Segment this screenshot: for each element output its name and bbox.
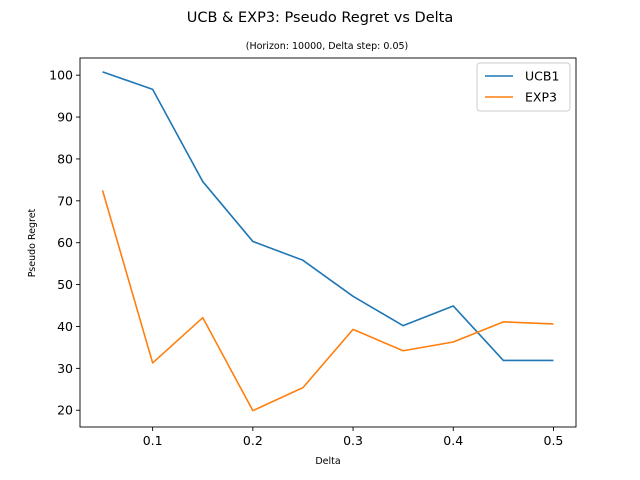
- legend-box: [476, 62, 571, 112]
- series-line-exp3: [101, 190, 554, 412]
- x-tick-label: 0.4: [443, 433, 463, 448]
- plot-area: 0.1 0.2 0.3 0.4 0.5 20 30 40 50 60 70 80 90 100 UCB1 EX…: [49, 57, 577, 448]
- y-axis-label: Pseudo Regret: [27, 208, 38, 277]
- chart-subtitle: (Horizon: 10000, Delta step: 0.05): [246, 41, 409, 52]
- y-tick-label: 90: [57, 110, 73, 125]
- y-tick-label: 80: [57, 151, 73, 166]
- x-tick-label: 0.1: [143, 433, 163, 448]
- x-axis-label: Delta: [315, 456, 340, 467]
- legend-label: EXP3: [525, 90, 557, 105]
- y-tick-label: 40: [57, 319, 73, 334]
- x-tick-label: 0.5: [544, 433, 564, 448]
- y-tick-label: 20: [57, 403, 73, 418]
- legend-label: UCB1: [525, 69, 559, 84]
- plot-frame: [79, 57, 577, 428]
- y-tick-label: 70: [57, 193, 73, 208]
- x-tick-label: 0.2: [243, 433, 263, 448]
- y-tick-label: 50: [57, 277, 73, 292]
- y-tick-label: 30: [57, 361, 73, 376]
- chart-title: UCB & EXP3: Pseudo Regret vs Delta: [187, 10, 453, 26]
- y-tick-label: 60: [57, 235, 73, 250]
- x-tick-label: 0.3: [343, 433, 363, 448]
- y-tick-label: 100: [49, 68, 73, 83]
- series-line-ucb1: [102, 71, 554, 362]
